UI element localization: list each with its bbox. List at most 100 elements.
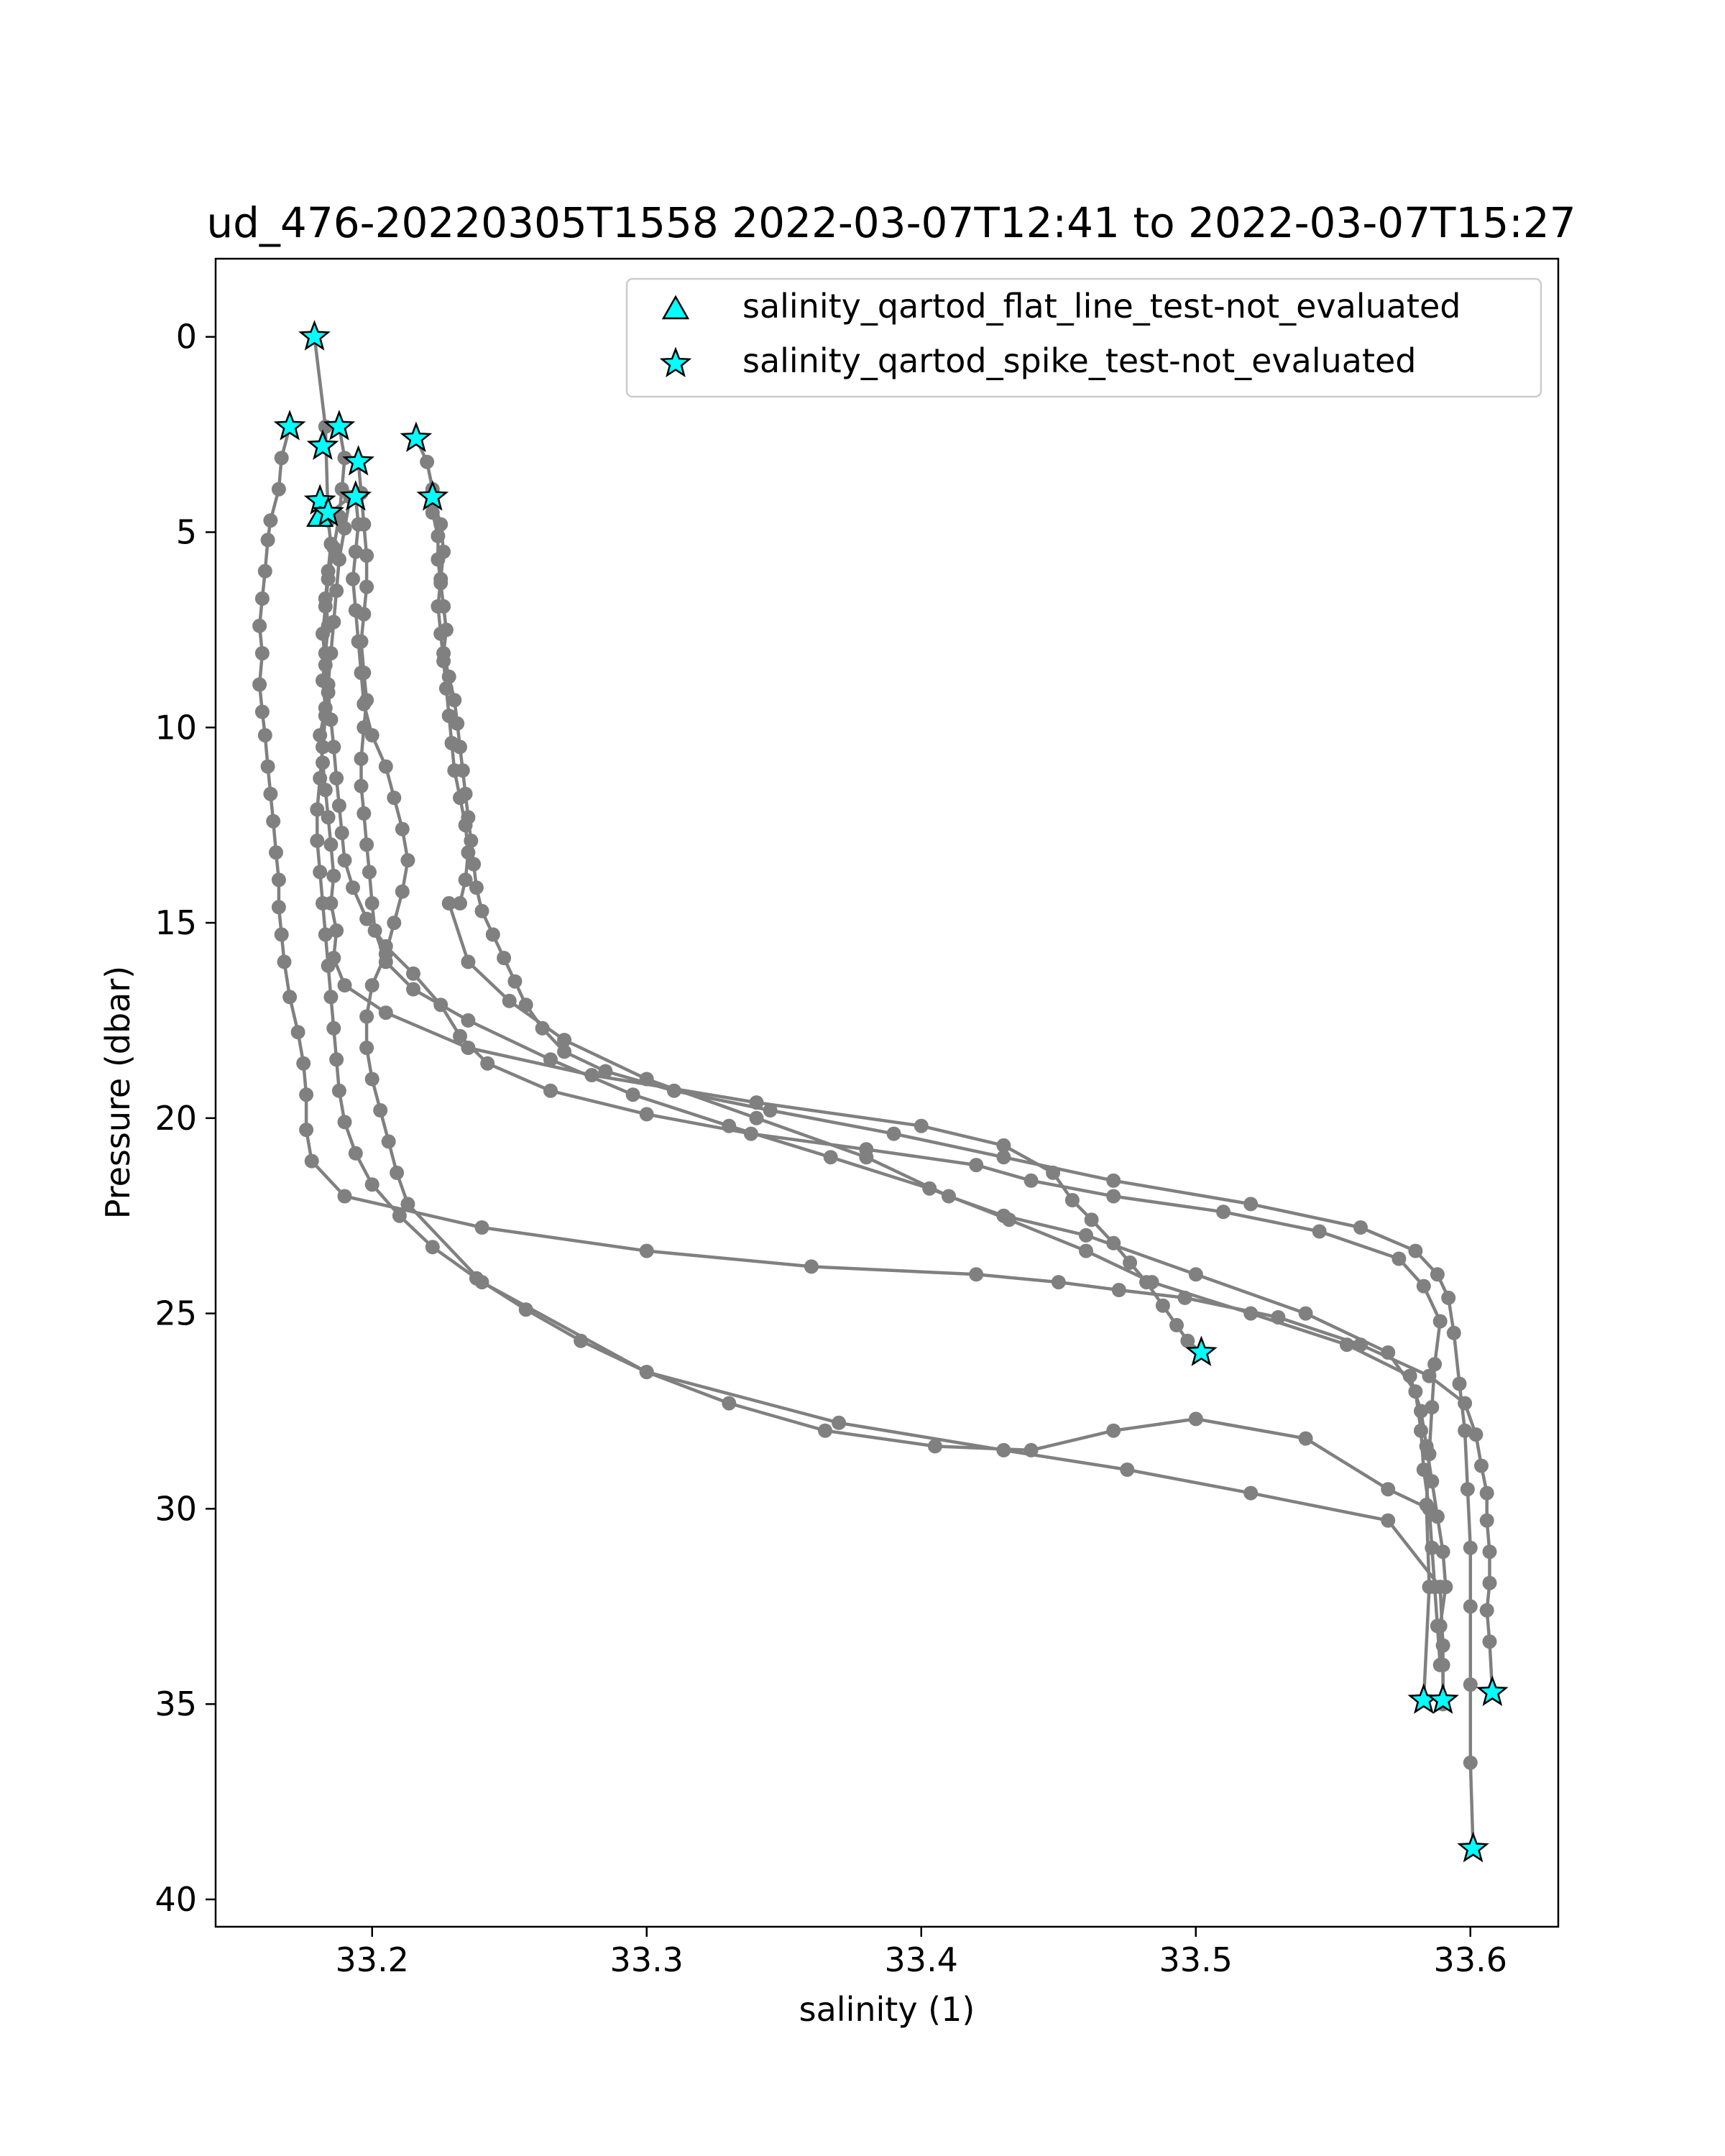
profile-5-point xyxy=(420,454,435,469)
profile-3-point xyxy=(334,826,349,840)
profile-4-point xyxy=(1079,1243,1093,1258)
profile-7-point xyxy=(329,584,344,598)
profile-7-point xyxy=(425,1240,440,1255)
profile-1-point xyxy=(1169,1317,1184,1332)
profile-1-point xyxy=(329,923,344,938)
profile-8-point xyxy=(387,916,402,931)
profile-6-point xyxy=(1425,1540,1440,1555)
profile-7-point xyxy=(318,709,333,723)
profile-3-point xyxy=(318,599,333,614)
profile-3-point xyxy=(1425,1400,1440,1415)
profile-3-point xyxy=(1427,1357,1443,1372)
profile-4-point xyxy=(354,778,369,793)
legend: salinity_qartod_flat_line_test-not_evalu… xyxy=(625,277,1542,398)
profile-8-point xyxy=(348,544,363,559)
profile-7-point xyxy=(310,802,325,817)
profile-3-point xyxy=(406,966,420,981)
profile-8-point xyxy=(364,1072,380,1087)
profile-5-point xyxy=(497,951,512,965)
spike-flag-marker xyxy=(1476,1675,1509,1706)
profile-8-point xyxy=(639,1365,654,1380)
profile-2-point xyxy=(1474,1458,1489,1473)
profile-3-point xyxy=(337,853,352,868)
profile-2-point xyxy=(263,513,278,528)
profile-8-point xyxy=(1120,1462,1135,1477)
y-axis-ticks: 0 5 10 15 20 25 30 35 40 xyxy=(155,318,216,1919)
legend-star-shape xyxy=(659,346,692,378)
profile-7-point xyxy=(364,1177,380,1192)
profile-3-point xyxy=(326,740,341,755)
profile-8-point xyxy=(359,1041,374,1055)
profile-6-point xyxy=(441,709,456,723)
profile-2-point xyxy=(1482,1544,1497,1560)
profile-5-point xyxy=(1463,1599,1478,1614)
profile-6-point xyxy=(1432,1657,1448,1672)
profile-3-point xyxy=(1392,1251,1407,1266)
profile-6-point xyxy=(444,736,459,750)
profile-8-point xyxy=(474,1275,489,1290)
x-axis-label: salinity (1) xyxy=(799,1990,975,2029)
profile-4-point xyxy=(362,865,377,880)
profile-1-point xyxy=(337,978,352,992)
profile-2-point xyxy=(271,482,286,497)
profile-7-point xyxy=(392,1208,407,1223)
profile-8-point xyxy=(381,1134,396,1149)
profile-7-point xyxy=(1381,1482,1396,1497)
profile-5-point xyxy=(1106,1173,1121,1188)
profile-6-point xyxy=(431,599,446,614)
x-tick-label: 33.2 xyxy=(336,1940,409,1979)
profile-8-point xyxy=(390,1165,405,1180)
profile-6-point xyxy=(1188,1267,1203,1282)
spike-flag-marker xyxy=(306,429,339,460)
profile-8-point xyxy=(1435,1638,1450,1653)
profile-7-point xyxy=(927,1439,942,1454)
profile-6-point xyxy=(749,1110,764,1125)
profile-8-point xyxy=(378,946,393,962)
profile-8-point xyxy=(351,517,366,532)
profile-2-point xyxy=(1479,1485,1494,1501)
profile-5-point xyxy=(996,1150,1011,1165)
profile-2-point xyxy=(252,677,267,692)
profile-5-point xyxy=(886,1126,901,1141)
profile-8-point xyxy=(387,791,402,806)
profile-4-point xyxy=(367,923,382,938)
spike-flag-marker xyxy=(1427,1683,1459,1714)
profile-7-point xyxy=(310,833,325,848)
profile-6-point xyxy=(942,1189,956,1204)
profile-4-point xyxy=(1339,1337,1354,1353)
profile-7-point xyxy=(316,740,330,755)
profile-6-point xyxy=(441,895,456,911)
profile-1-point xyxy=(1180,1333,1195,1348)
profile-4-point xyxy=(625,1087,640,1102)
profile-2-point xyxy=(274,451,289,466)
profile-8-point xyxy=(1381,1513,1396,1528)
profile-5-point xyxy=(1430,1267,1445,1282)
profile-2-point xyxy=(1468,1427,1484,1442)
x-tick-label: 33.3 xyxy=(610,1940,684,1979)
profile-3-point xyxy=(969,1158,984,1173)
profile-2-point xyxy=(271,872,286,888)
profile-6-point xyxy=(458,818,473,833)
profile-3-point xyxy=(480,1056,495,1071)
chart-title: ud_476-20220305T1558 2022-03-07T12:41 to… xyxy=(206,198,1576,247)
profile-5-point xyxy=(1441,1290,1456,1305)
profile-4-point xyxy=(823,1150,838,1165)
profile-6-point xyxy=(453,895,467,911)
profile-7-point xyxy=(313,770,328,786)
profile-5-point xyxy=(1408,1243,1423,1258)
profile-4-point xyxy=(1144,1275,1159,1290)
profile-3-point xyxy=(543,1083,558,1098)
profile-5-point xyxy=(557,1044,572,1059)
profile-6-point xyxy=(438,681,454,696)
y-tick-label: 20 xyxy=(155,1099,197,1138)
profile-6-point xyxy=(433,517,448,532)
profile-7-point xyxy=(321,677,336,692)
profile-8-point xyxy=(351,634,366,649)
profile-1-point xyxy=(323,837,339,852)
profile-2-point xyxy=(254,591,270,606)
spike-flag-marker xyxy=(400,421,433,453)
y-tick-label: 15 xyxy=(155,903,197,942)
profile-4-point xyxy=(543,1052,558,1067)
profile-1-point xyxy=(914,1118,929,1133)
